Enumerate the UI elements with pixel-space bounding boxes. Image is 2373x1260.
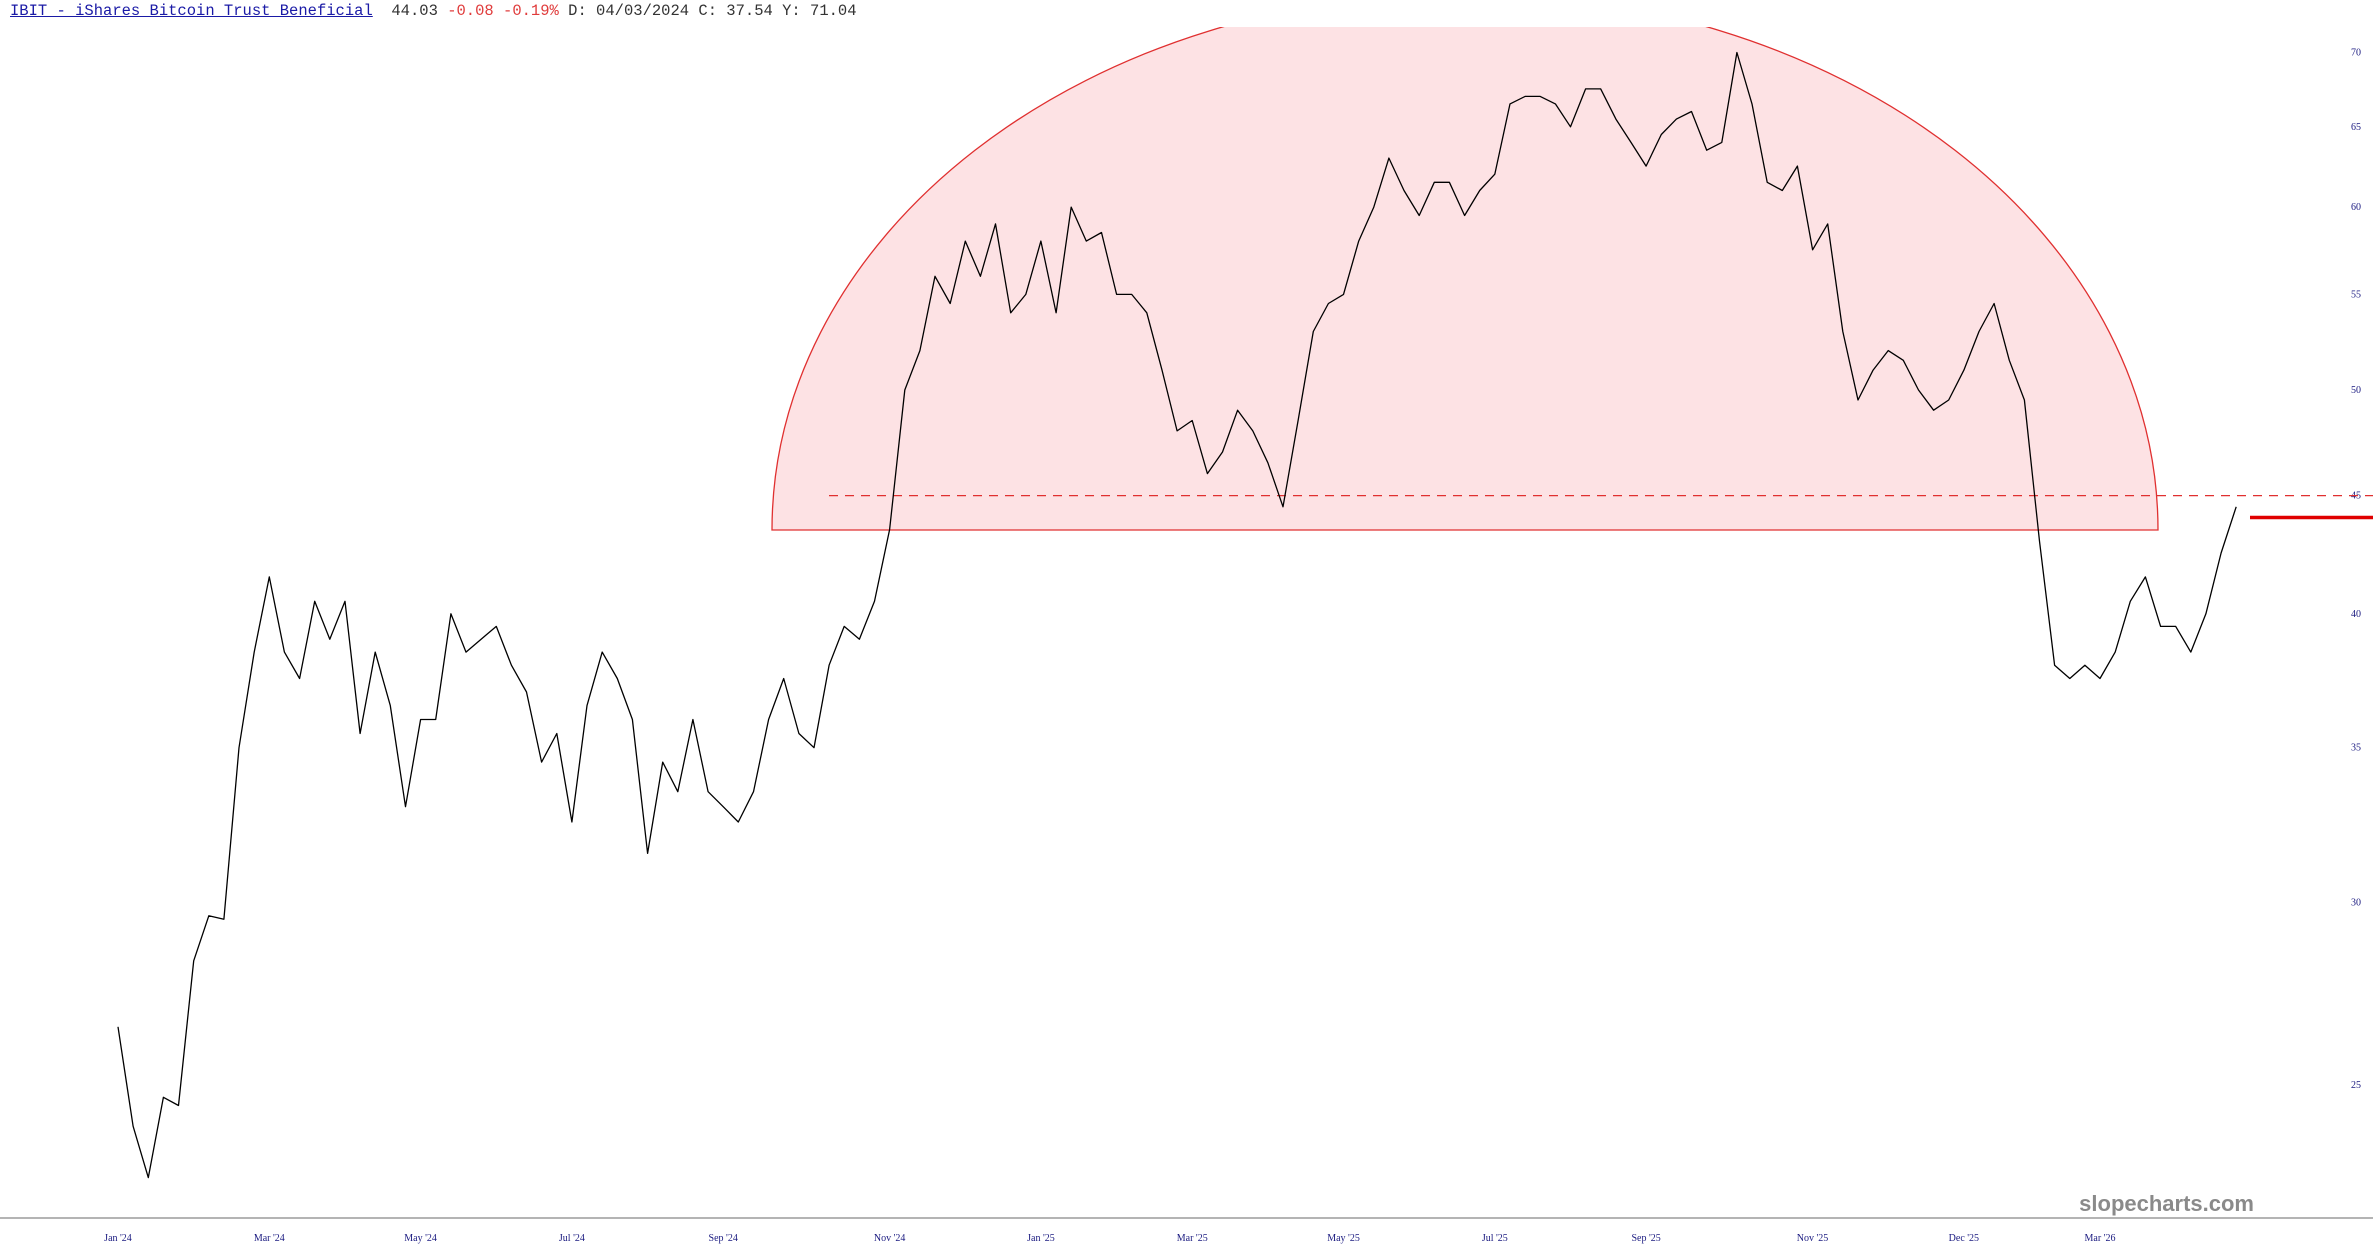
y-tick-label: 40 — [2351, 609, 2361, 620]
price: 44.03 — [391, 2, 438, 20]
change-pct: -0.19% — [503, 2, 559, 20]
close: C: 37.54 — [698, 2, 773, 20]
price-line — [117, 51, 2237, 1179]
y-tick-label: 25 — [2351, 1080, 2361, 1091]
ticker-link[interactable]: IBIT - iShares Bitcoin Trust Beneficial — [10, 2, 373, 20]
y-tick-label: 65 — [2351, 122, 2361, 133]
change: -0.08 — [447, 2, 494, 20]
y-tick-label: 35 — [2351, 743, 2361, 754]
date: D: 04/03/2024 — [568, 2, 690, 20]
arc-pattern — [771, 27, 2159, 531]
y-tick-label: 30 — [2351, 897, 2361, 908]
x-tick-label: Jan '24 — [104, 1233, 132, 1244]
y-tick-label: 60 — [2351, 202, 2361, 213]
x-tick-label: Dec '25 — [1949, 1233, 1979, 1244]
x-tick-label: Jan '25 — [1027, 1233, 1055, 1244]
year-high: Y: 71.04 — [782, 2, 857, 20]
x-tick-label: Sep '24 — [709, 1233, 738, 1244]
x-tick-label: Jul '24 — [559, 1233, 585, 1244]
x-tick-label: Nov '25 — [1797, 1233, 1829, 1244]
watermark: slopecharts.com — [2079, 1191, 2254, 1216]
x-tick-label: Nov '24 — [874, 1233, 906, 1244]
x-tick-label: May '25 — [1327, 1233, 1360, 1244]
x-tick-label: May '24 — [404, 1233, 437, 1244]
x-tick-label: Jul '25 — [1482, 1233, 1508, 1244]
x-tick-label: Mar '25 — [1177, 1233, 1208, 1244]
y-tick-label: 50 — [2351, 385, 2361, 396]
x-tick-label: Sep '25 — [1631, 1233, 1660, 1244]
y-tick-label: 70 — [2351, 47, 2361, 58]
y-tick-label: 55 — [2351, 289, 2361, 300]
x-tick-label: Mar '24 — [254, 1233, 285, 1244]
header: IBIT - iShares Bitcoin Trust Beneficial … — [10, 2, 857, 20]
x-tick-label: Mar '26 — [2085, 1233, 2116, 1244]
